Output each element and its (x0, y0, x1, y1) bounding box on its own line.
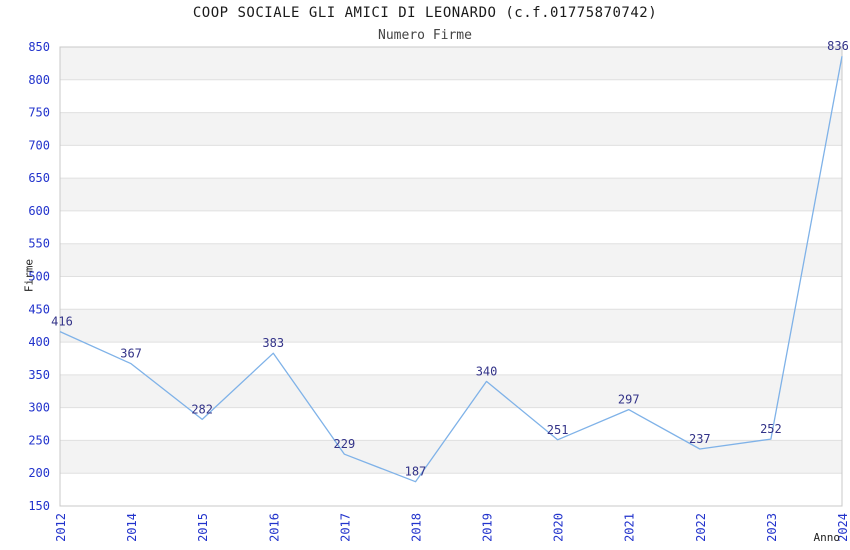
y-tick-label: 750 (28, 106, 50, 120)
y-tick-label: 350 (28, 368, 50, 382)
x-tick-label: 2020 (552, 513, 566, 542)
data-label: 367 (120, 347, 142, 361)
band (60, 47, 842, 80)
chart-title: COOP SOCIALE GLI AMICI DI LEONARDO (c.f.… (192, 5, 658, 21)
x-tick-label: 2015 (196, 513, 210, 542)
y-tick-label: 150 (28, 499, 50, 513)
data-label: 297 (618, 393, 640, 407)
band (60, 178, 842, 211)
y-tick-label: 800 (28, 73, 50, 87)
y-tick-label: 700 (28, 138, 50, 152)
data-label: 229 (334, 437, 356, 451)
y-tick-label: 300 (28, 401, 50, 415)
y-tick-label: 550 (28, 237, 50, 251)
data-label: 252 (760, 422, 782, 436)
x-tick-label: 2023 (765, 513, 779, 542)
y-tick-label: 400 (28, 335, 50, 349)
y-tick-label: 250 (28, 433, 50, 447)
data-label: 237 (689, 432, 711, 446)
data-label: 251 (547, 423, 569, 437)
y-axis-title: Firme (22, 258, 36, 293)
data-label: 187 (405, 465, 427, 479)
plot-border (59, 46, 843, 507)
x-tick-label: 2017 (338, 513, 352, 542)
x-tick-label: 2014 (125, 513, 139, 542)
y-tick-label: 850 (28, 40, 50, 54)
x-tick-label: 2016 (267, 513, 281, 542)
data-label: 282 (191, 402, 213, 416)
x-tick-label: 2019 (481, 513, 495, 542)
data-label: 383 (262, 336, 284, 350)
x-tick-label: 2012 (54, 513, 68, 542)
series-line (59, 56, 843, 483)
y-tick-label: 600 (28, 204, 50, 218)
chart-subtitle: Numero Firme (378, 28, 472, 43)
x-axis-title: Anno (813, 531, 841, 544)
band (60, 440, 842, 474)
y-tick-label: 200 (28, 466, 50, 480)
x-tick-label: 2024 (836, 513, 850, 542)
data-label: 416 (51, 315, 73, 329)
band (60, 243, 842, 277)
data-label: 340 (476, 364, 498, 378)
band (60, 374, 842, 408)
x-tick-label: 2018 (409, 513, 423, 542)
x-tick-label: 2022 (694, 513, 708, 542)
band (60, 309, 842, 343)
y-tick-label: 650 (28, 171, 50, 185)
y-tick-label: 500 (28, 270, 50, 284)
data-label: 836 (827, 39, 849, 53)
y-tick-label: 450 (28, 302, 50, 316)
band (60, 112, 842, 146)
x-tick-label: 2021 (623, 513, 637, 542)
